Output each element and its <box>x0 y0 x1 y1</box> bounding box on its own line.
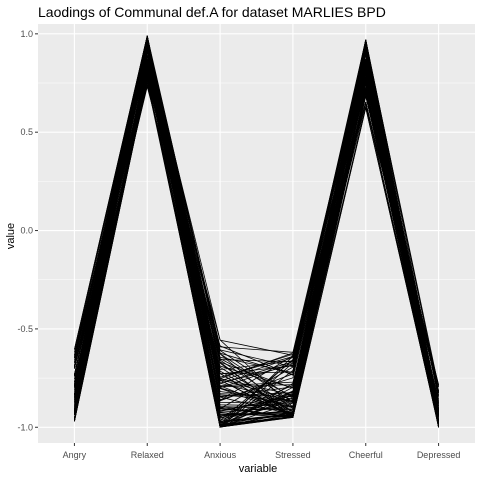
y-tick-label: 0.0 <box>20 226 33 236</box>
series-line <box>74 38 439 420</box>
x-axis-title: variable <box>239 463 278 475</box>
y-tick-label: 1.0 <box>20 29 33 39</box>
series-line <box>74 39 439 413</box>
x-tick-label: Anxious <box>204 450 237 460</box>
series-lines <box>74 35 439 429</box>
y-axis-title: value <box>5 223 17 249</box>
x-tick-label: Depressed <box>417 450 461 460</box>
x-tick-label: Angry <box>63 450 87 460</box>
series-line <box>74 48 439 428</box>
x-tick-label: Stressed <box>275 450 311 460</box>
series-line <box>74 63 439 428</box>
x-axis-ticks: Angry Relaxed Anxious Stressed Cheerful Depre… <box>63 443 461 460</box>
y-tick-label: -0.5 <box>17 324 33 334</box>
y-tick-label: 0.5 <box>20 127 33 137</box>
series-line <box>74 59 439 426</box>
y-axis-ticks: 1.0 0.5 0.0 -0.5 -1.0 <box>17 29 38 432</box>
x-tick-label: Cheerful <box>349 450 383 460</box>
chart-title: Laodings of Communal def.A for dataset M… <box>38 4 386 20</box>
series-line <box>74 44 439 428</box>
y-tick-label: -1.0 <box>17 422 33 432</box>
x-tick-label: Relaxed <box>131 450 164 460</box>
series-line <box>74 50 439 418</box>
